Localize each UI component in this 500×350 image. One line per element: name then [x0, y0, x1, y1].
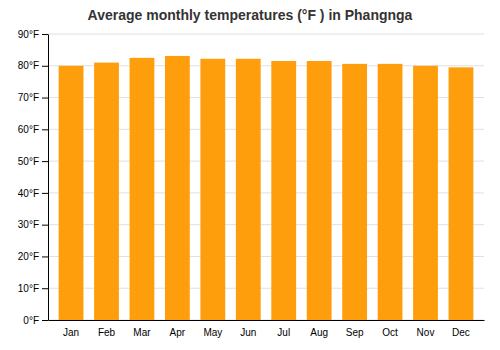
tick: Feb [98, 327, 116, 338]
tick-label: Oct [382, 327, 398, 338]
chart: Jan Feb Mar Apr May Jun Jul Aug Sep Oct Nov Dec 0°F 1… [0, 0, 500, 350]
bar [236, 59, 261, 320]
tick: 30°F [18, 219, 48, 230]
tick-label: Jun [240, 327, 256, 338]
tick-label: 40°F [18, 188, 39, 199]
tick: 20°F [18, 251, 48, 262]
tick: 60°F [18, 124, 48, 135]
tick-mark [42, 193, 48, 194]
grid [48, 34, 484, 320]
tick: Sep [346, 327, 364, 338]
tick-label: 60°F [18, 124, 39, 135]
tick-label: Feb [98, 327, 116, 338]
bar [271, 61, 296, 320]
tick: 10°F [18, 283, 48, 294]
tick-mark [42, 98, 48, 99]
bar [130, 58, 155, 320]
tick: Nov [417, 327, 435, 338]
tick-label: Jan [63, 327, 79, 338]
tick: May [203, 327, 222, 338]
tick: Aug [310, 327, 328, 338]
bar [165, 56, 190, 320]
tick-label: Apr [170, 327, 186, 338]
tick-label: 80°F [18, 60, 39, 71]
tick: Dec [452, 327, 470, 338]
tick: Mar [133, 327, 151, 338]
tick: Jun [240, 327, 256, 338]
bar [59, 66, 84, 320]
tick-label: 20°F [18, 251, 39, 262]
tick-label: 50°F [18, 156, 39, 167]
tick-label: 70°F [18, 92, 39, 103]
tick-label: Dec [452, 327, 470, 338]
tick: 90°F [18, 29, 48, 40]
grid-line [48, 34, 484, 35]
bar [307, 61, 332, 320]
tick-label: Sep [346, 327, 364, 338]
tick-label: 90°F [18, 29, 39, 40]
y-axis: 0°F 10°F 20°F 30°F 40°F 50°F 60°F 70°F 80°F 90°F [18, 29, 49, 326]
bars [59, 56, 474, 320]
bar [449, 67, 474, 320]
tick-mark [42, 129, 48, 130]
x-axis: Jan Feb Mar Apr May Jun Jul Aug Sep Oct Nov Dec [49, 321, 485, 339]
tick-mark [42, 225, 48, 226]
tick-mark [42, 66, 48, 67]
axis-line [48, 35, 49, 321]
tick: 40°F [18, 188, 48, 199]
bar [200, 59, 225, 320]
tick-label: 10°F [18, 283, 39, 294]
tick: Jul [277, 327, 290, 338]
axis-line [49, 320, 485, 321]
tick: 70°F [18, 92, 48, 103]
tick-label: Nov [417, 327, 435, 338]
tick-mark [42, 256, 48, 257]
bar [378, 64, 403, 320]
bar [413, 66, 438, 320]
tick: 80°F [18, 60, 48, 71]
tick-label: Mar [133, 327, 151, 338]
tick-label: May [203, 327, 222, 338]
tick-label: 30°F [18, 219, 39, 230]
title: Average monthly temperatures (°F ) in Ph… [88, 7, 413, 23]
tick: Jan [63, 327, 79, 338]
bar [94, 63, 119, 320]
plot: Jan Feb Mar Apr May Jun Jul Aug Sep Oct Nov Dec 0°F 1… [18, 29, 485, 338]
tick: 50°F [18, 156, 48, 167]
tick-label: 0°F [23, 315, 39, 326]
tick: Oct [382, 327, 398, 338]
tick-mark [42, 288, 48, 289]
tick-label: Aug [310, 327, 328, 338]
bar [342, 64, 367, 320]
tick-mark [42, 34, 48, 35]
tick: 0°F [23, 315, 48, 326]
tick-label: Jul [277, 327, 290, 338]
tick: Apr [170, 327, 186, 338]
tick-mark [42, 320, 48, 321]
tick-mark [42, 161, 48, 162]
